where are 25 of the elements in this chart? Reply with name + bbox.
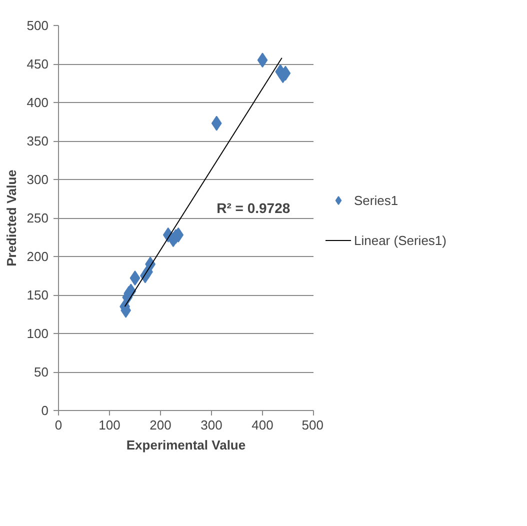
y-tick-label: 100	[26, 326, 49, 341]
x-axis-title: Experimental Value	[126, 438, 246, 452]
x-tick-label: 200	[150, 418, 172, 432]
point	[130, 270, 140, 286]
x-tick-label: 400	[252, 418, 274, 432]
point	[211, 116, 222, 131]
x-tick-label: 100	[98, 418, 120, 432]
y-axis-title: Predicted Value	[4, 170, 19, 266]
point	[257, 52, 268, 68]
annotation: R² = 0.9728	[216, 200, 290, 216]
x-tick-label: 300	[200, 418, 222, 432]
y-tick-label: 150	[26, 288, 49, 302]
x-tick-label: 500	[302, 418, 324, 432]
y-tick-label: 50	[34, 364, 49, 380]
legend-label: Series1	[354, 192, 398, 208]
x-tick-label: 0	[54, 418, 62, 432]
y-tick-label: 0	[41, 403, 49, 418]
y-tick-label: 450	[26, 56, 49, 72]
y-tick-label: 350	[26, 134, 49, 148]
y-tick-label: 200	[26, 249, 49, 264]
legend-label: Linear (Series1)	[354, 232, 446, 248]
y-tick-label: 500	[26, 18, 49, 33]
y-tick-label: 400	[26, 95, 49, 110]
y-tick-label: 250	[26, 210, 49, 226]
y-tick-label: 300	[26, 172, 49, 187]
